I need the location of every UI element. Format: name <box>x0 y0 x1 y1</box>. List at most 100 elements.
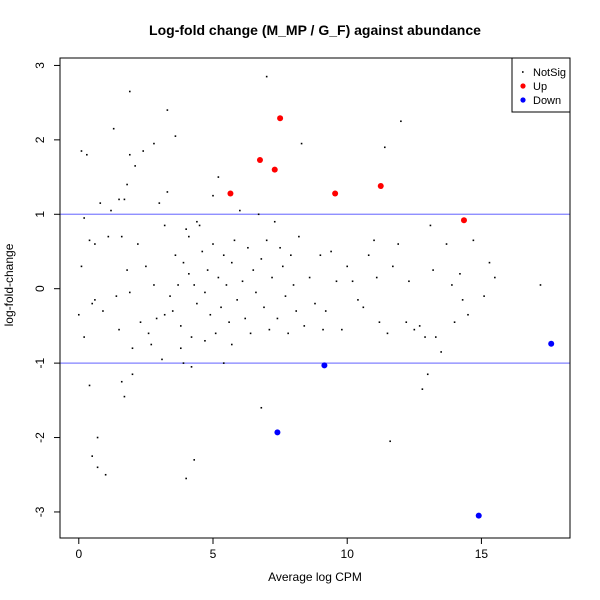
data-point <box>126 269 128 271</box>
data-point <box>298 235 300 238</box>
legend-label: Up <box>533 81 547 93</box>
data-point <box>249 332 252 335</box>
y-tick-label: 3 <box>33 62 47 69</box>
data-point <box>400 120 402 123</box>
chart-title: Log-fold change (M_MP / G_F) against abu… <box>149 22 481 38</box>
data-point <box>377 183 384 189</box>
data-point <box>413 328 416 331</box>
data-point <box>196 220 198 223</box>
data-point <box>118 328 120 331</box>
data-point <box>263 306 265 309</box>
data-point <box>276 317 279 320</box>
data-point <box>139 321 142 323</box>
data-point <box>322 328 324 331</box>
legend-marker <box>522 71 524 73</box>
data-point <box>185 477 187 480</box>
data-point <box>96 466 99 469</box>
data-point <box>134 165 136 167</box>
data-point <box>233 239 236 242</box>
data-point <box>319 254 322 257</box>
y-tick-label: 1 <box>33 211 47 218</box>
data-point <box>77 313 80 316</box>
data-point <box>80 265 83 268</box>
data-point <box>445 243 448 245</box>
data-point <box>145 265 147 268</box>
data-point <box>230 261 233 264</box>
data-point <box>271 276 273 279</box>
data-point <box>166 191 169 193</box>
data-point <box>128 90 131 93</box>
data-point <box>265 239 268 242</box>
data-point <box>153 142 155 145</box>
data-point <box>147 332 150 335</box>
data-point <box>166 109 169 111</box>
data-point <box>158 202 161 204</box>
data-point <box>206 269 209 271</box>
data-point <box>83 217 85 219</box>
data-point <box>281 265 284 268</box>
data-point <box>118 198 120 201</box>
legend-label: NotSig <box>533 67 566 79</box>
data-point <box>193 459 196 461</box>
legend: NotSig Up Down <box>511 57 571 113</box>
data-point <box>432 269 434 271</box>
data-point <box>260 406 263 409</box>
data-point <box>120 380 123 383</box>
data-point <box>222 254 225 257</box>
notsig-points <box>77 75 542 480</box>
y-tick-label: 2 <box>33 136 47 143</box>
data-point <box>375 276 378 279</box>
data-point <box>357 299 359 301</box>
data-point <box>209 313 212 316</box>
data-point <box>260 258 263 260</box>
data-point <box>204 339 206 342</box>
y-axis: -3 -2 -1 0 1 2 3 <box>33 62 61 517</box>
x-tick-label: 5 <box>210 547 217 561</box>
y-axis-label: log-fold-change <box>2 243 16 326</box>
data-point <box>182 261 185 264</box>
data-point <box>424 336 426 338</box>
data-point <box>163 224 166 227</box>
data-point <box>128 153 131 156</box>
data-point <box>460 217 467 224</box>
data-point <box>155 317 158 320</box>
data-point <box>104 473 107 476</box>
data-point <box>222 362 225 364</box>
data-point <box>83 336 85 338</box>
data-point <box>287 332 289 335</box>
down-points <box>274 340 555 519</box>
data-point <box>182 362 185 364</box>
data-point <box>271 166 278 173</box>
data-point <box>378 321 381 323</box>
data-point <box>228 321 230 323</box>
legend-marker <box>520 83 526 89</box>
data-point <box>397 243 400 245</box>
data-point <box>196 302 198 305</box>
data-point <box>128 291 131 294</box>
data-point <box>185 228 187 230</box>
data-point <box>472 239 475 242</box>
data-point <box>351 280 354 283</box>
data-point <box>290 254 292 257</box>
y-tick-label: 0 <box>33 285 47 292</box>
data-point <box>115 295 118 297</box>
data-point <box>418 325 421 327</box>
data-point <box>332 190 339 197</box>
data-point <box>429 224 432 227</box>
data-point <box>451 284 453 286</box>
data-point <box>179 347 182 350</box>
data-point <box>467 313 469 316</box>
x-tick-label: 15 <box>475 547 489 561</box>
data-point <box>131 373 134 376</box>
x-tick-label: 0 <box>75 547 82 561</box>
data-point <box>277 115 284 122</box>
data-point <box>268 328 271 331</box>
x-tick-label: 10 <box>341 547 355 561</box>
data-point <box>91 455 94 457</box>
data-point <box>330 250 332 253</box>
data-point <box>174 135 177 137</box>
data-point <box>188 273 190 275</box>
data-point <box>362 306 365 309</box>
data-point <box>273 220 276 223</box>
